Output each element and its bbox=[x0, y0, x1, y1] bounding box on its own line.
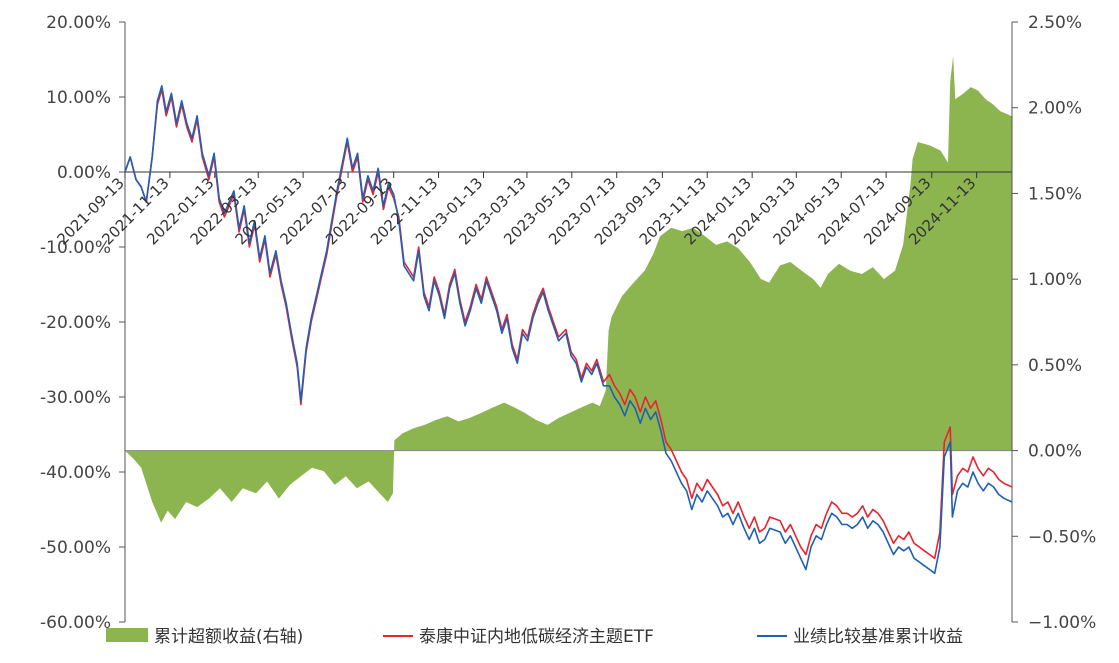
legend-label: 业绩比较基准累计收益 bbox=[793, 627, 963, 647]
left-tick-label: -50.00% bbox=[40, 538, 111, 558]
left-tick-label: 10.00% bbox=[46, 88, 111, 108]
benchmark-return-line bbox=[124, 85, 1013, 575]
left-tick-label: -30.00% bbox=[40, 388, 111, 408]
fund-return-line bbox=[124, 88, 1013, 560]
right-tick-label: 1.50% bbox=[1028, 184, 1082, 204]
left-tick-label: 0.00% bbox=[57, 163, 111, 183]
legend-label: 累计超额收益(右轴) bbox=[154, 627, 303, 647]
return-lines-layer bbox=[124, 85, 1013, 575]
right-tick-label: 0.00% bbox=[1028, 442, 1082, 462]
right-tick-label: 1.00% bbox=[1028, 270, 1082, 290]
legend-swatch-excess bbox=[106, 628, 148, 642]
excess-return-area-layer bbox=[125, 56, 1012, 523]
legend: 累计超额收益(右轴) 泰康中证内地低碳经济主题ETF 业绩比较基准累计收益 bbox=[106, 627, 963, 647]
right-tick-label: −0.50% bbox=[1028, 527, 1096, 547]
left-tick-label: 20.00% bbox=[46, 13, 111, 33]
right-tick-label: 2.00% bbox=[1028, 99, 1082, 119]
excess-return-area bbox=[125, 56, 1012, 523]
right-tick-label: 0.50% bbox=[1028, 356, 1082, 376]
left-tick-label: -10.00% bbox=[40, 238, 111, 258]
right-tick-label: 2.50% bbox=[1028, 13, 1082, 33]
legend-label: 泰康中证内地低碳经济主题ETF bbox=[419, 627, 654, 647]
left-tick-label: -60.00% bbox=[40, 613, 111, 633]
axes-layer bbox=[119, 21, 1018, 623]
left-tick-label: -40.00% bbox=[40, 463, 111, 483]
right-tick-label: −1.00% bbox=[1028, 613, 1096, 633]
left-tick-label: -20.00% bbox=[40, 313, 111, 333]
